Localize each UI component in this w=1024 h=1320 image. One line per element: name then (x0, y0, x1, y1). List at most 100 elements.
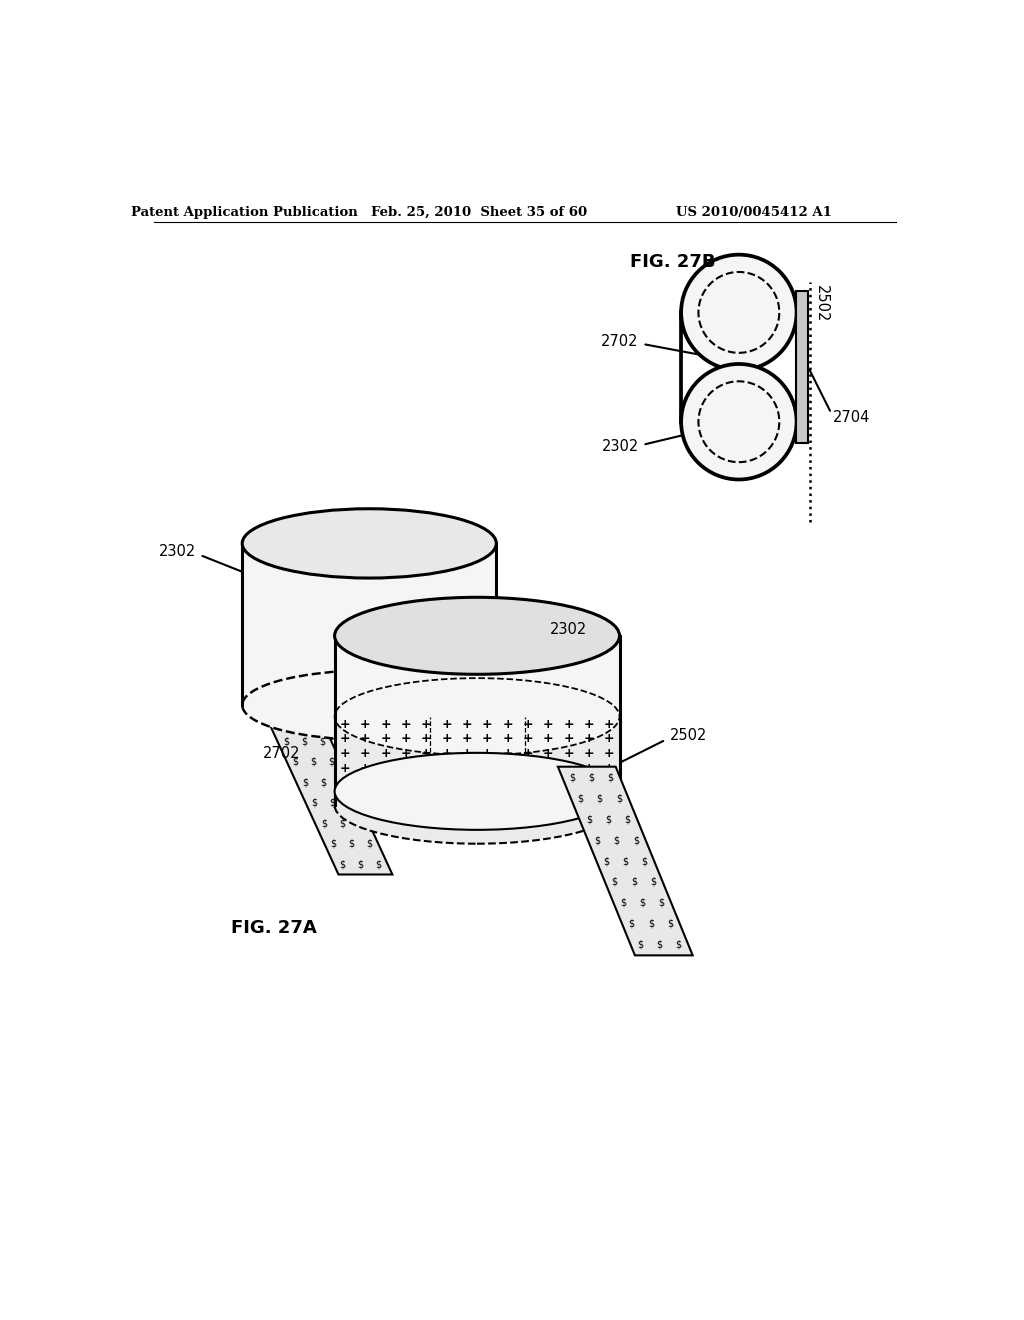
Text: +: + (482, 791, 493, 804)
Text: 2502: 2502 (814, 285, 828, 323)
Circle shape (681, 255, 797, 370)
Text: +: + (421, 718, 431, 730)
Text: $: $ (637, 940, 643, 950)
Text: $: $ (348, 838, 354, 849)
Text: $: $ (367, 838, 373, 849)
Text: +: + (400, 776, 412, 789)
Text: $: $ (648, 919, 654, 929)
Text: $: $ (613, 836, 620, 845)
Ellipse shape (335, 598, 620, 675)
Text: +: + (584, 718, 594, 730)
Text: $: $ (331, 838, 337, 849)
Text: $: $ (656, 940, 663, 950)
Text: +: + (340, 762, 350, 775)
Text: $: $ (301, 737, 307, 746)
Text: $: $ (284, 737, 290, 746)
Text: +: + (380, 791, 391, 804)
Text: +: + (340, 791, 350, 804)
Text: +: + (543, 776, 554, 789)
Text: $: $ (310, 756, 316, 767)
Text: +: + (522, 762, 534, 775)
Text: $: $ (264, 694, 270, 705)
Text: +: + (441, 791, 452, 804)
Text: +: + (421, 791, 431, 804)
Text: $: $ (311, 797, 317, 808)
Text: $: $ (329, 756, 335, 767)
Text: $: $ (293, 756, 299, 767)
Text: +: + (340, 747, 350, 760)
Text: +: + (563, 762, 573, 775)
Polygon shape (243, 544, 497, 705)
Text: +: + (563, 776, 573, 789)
Text: $: $ (319, 777, 326, 787)
Text: +: + (503, 776, 513, 789)
Polygon shape (335, 717, 620, 805)
Text: +: + (503, 791, 513, 804)
Text: $: $ (321, 818, 327, 828)
Ellipse shape (335, 678, 620, 755)
Text: $: $ (338, 777, 344, 787)
Text: +: + (380, 733, 391, 746)
Text: $: $ (607, 772, 613, 783)
Text: +: + (380, 747, 391, 760)
Polygon shape (796, 290, 808, 444)
Polygon shape (558, 767, 692, 956)
Polygon shape (335, 636, 620, 717)
Text: +: + (503, 718, 513, 730)
Text: Patent Application Publication: Patent Application Publication (131, 206, 358, 219)
Text: $: $ (597, 793, 603, 803)
Ellipse shape (243, 671, 497, 739)
Text: +: + (543, 733, 554, 746)
Text: $: $ (356, 818, 362, 828)
Text: +: + (340, 718, 350, 730)
Text: +: + (380, 718, 391, 730)
Ellipse shape (335, 752, 620, 830)
Text: $: $ (578, 793, 584, 803)
Text: +: + (441, 718, 452, 730)
Text: +: + (441, 776, 452, 789)
Text: US 2010/0045412 A1: US 2010/0045412 A1 (676, 206, 833, 219)
Text: +: + (543, 791, 554, 804)
Text: $: $ (605, 814, 611, 824)
Text: $: $ (330, 797, 336, 808)
Text: +: + (543, 762, 554, 775)
Text: +: + (359, 718, 371, 730)
Text: +: + (584, 747, 594, 760)
Text: +: + (584, 762, 594, 775)
Text: +: + (604, 747, 614, 760)
Text: +: + (400, 747, 412, 760)
Text: 2702: 2702 (262, 746, 300, 762)
Text: +: + (604, 733, 614, 746)
Text: +: + (522, 791, 534, 804)
Text: 2502: 2502 (670, 729, 707, 743)
Text: +: + (340, 733, 350, 746)
Text: $: $ (623, 857, 629, 866)
Text: +: + (482, 762, 493, 775)
Text: +: + (359, 791, 371, 804)
Text: +: + (584, 791, 594, 804)
Text: $: $ (300, 694, 306, 705)
Text: +: + (503, 762, 513, 775)
Text: +: + (584, 776, 594, 789)
Text: +: + (522, 776, 534, 789)
Text: $: $ (273, 715, 280, 726)
Text: $: $ (568, 772, 574, 783)
Text: $: $ (586, 814, 592, 824)
Text: $: $ (302, 777, 308, 787)
Text: +: + (340, 776, 350, 789)
Text: $: $ (625, 814, 631, 824)
Text: $: $ (340, 859, 346, 870)
Text: +: + (482, 718, 493, 730)
Text: $: $ (357, 859, 364, 870)
Text: $: $ (633, 836, 639, 845)
Text: +: + (482, 733, 493, 746)
Text: +: + (421, 747, 431, 760)
Text: 2302: 2302 (550, 622, 588, 638)
Text: +: + (380, 762, 391, 775)
Text: +: + (359, 776, 371, 789)
Ellipse shape (243, 508, 497, 578)
Text: +: + (441, 762, 452, 775)
Text: +: + (400, 762, 412, 775)
Text: +: + (563, 747, 573, 760)
Text: $: $ (603, 857, 609, 866)
